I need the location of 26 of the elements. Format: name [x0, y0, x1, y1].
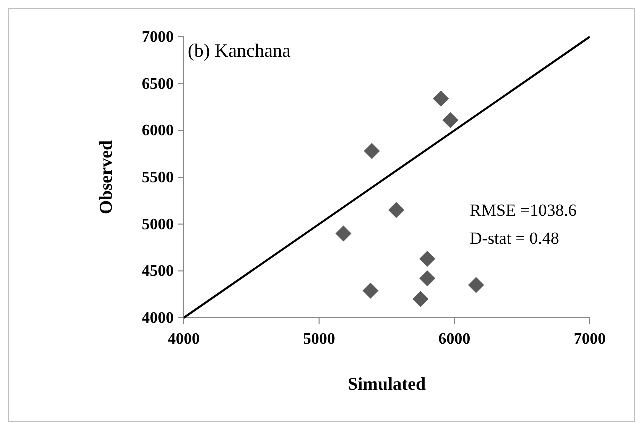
annotation: RMSE =1038.6 — [470, 201, 577, 220]
point — [336, 226, 352, 242]
point — [388, 202, 404, 218]
point — [412, 291, 429, 308]
point — [442, 112, 459, 128]
y-tick-label: 4500 — [142, 263, 174, 280]
point — [364, 143, 380, 160]
point — [433, 90, 450, 107]
point — [468, 277, 484, 294]
point — [420, 270, 436, 287]
point — [420, 250, 436, 267]
y-tick-label: 5000 — [142, 216, 174, 234]
x-tick-label: 6000 — [438, 331, 471, 348]
x-tick-label: 4000 — [168, 331, 200, 348]
y-tick-label: 6000 — [142, 122, 174, 140]
y-tick-label: 4000 — [142, 310, 174, 327]
y-axis-title: Observed — [96, 140, 116, 214]
y-tick-label: 5500 — [142, 170, 174, 186]
point — [362, 282, 379, 299]
annotation: D-stat = 0.48 — [470, 229, 560, 248]
x-tick-label: 7000 — [574, 331, 606, 348]
x-tick-label: 5000 — [303, 331, 336, 348]
annotation: (b) Kanchana — [188, 41, 292, 62]
y-tick-label: 7000 — [142, 29, 174, 46]
y-tick-label: 6500 — [142, 76, 174, 93]
x-axis-title: Simulated — [348, 374, 426, 394]
